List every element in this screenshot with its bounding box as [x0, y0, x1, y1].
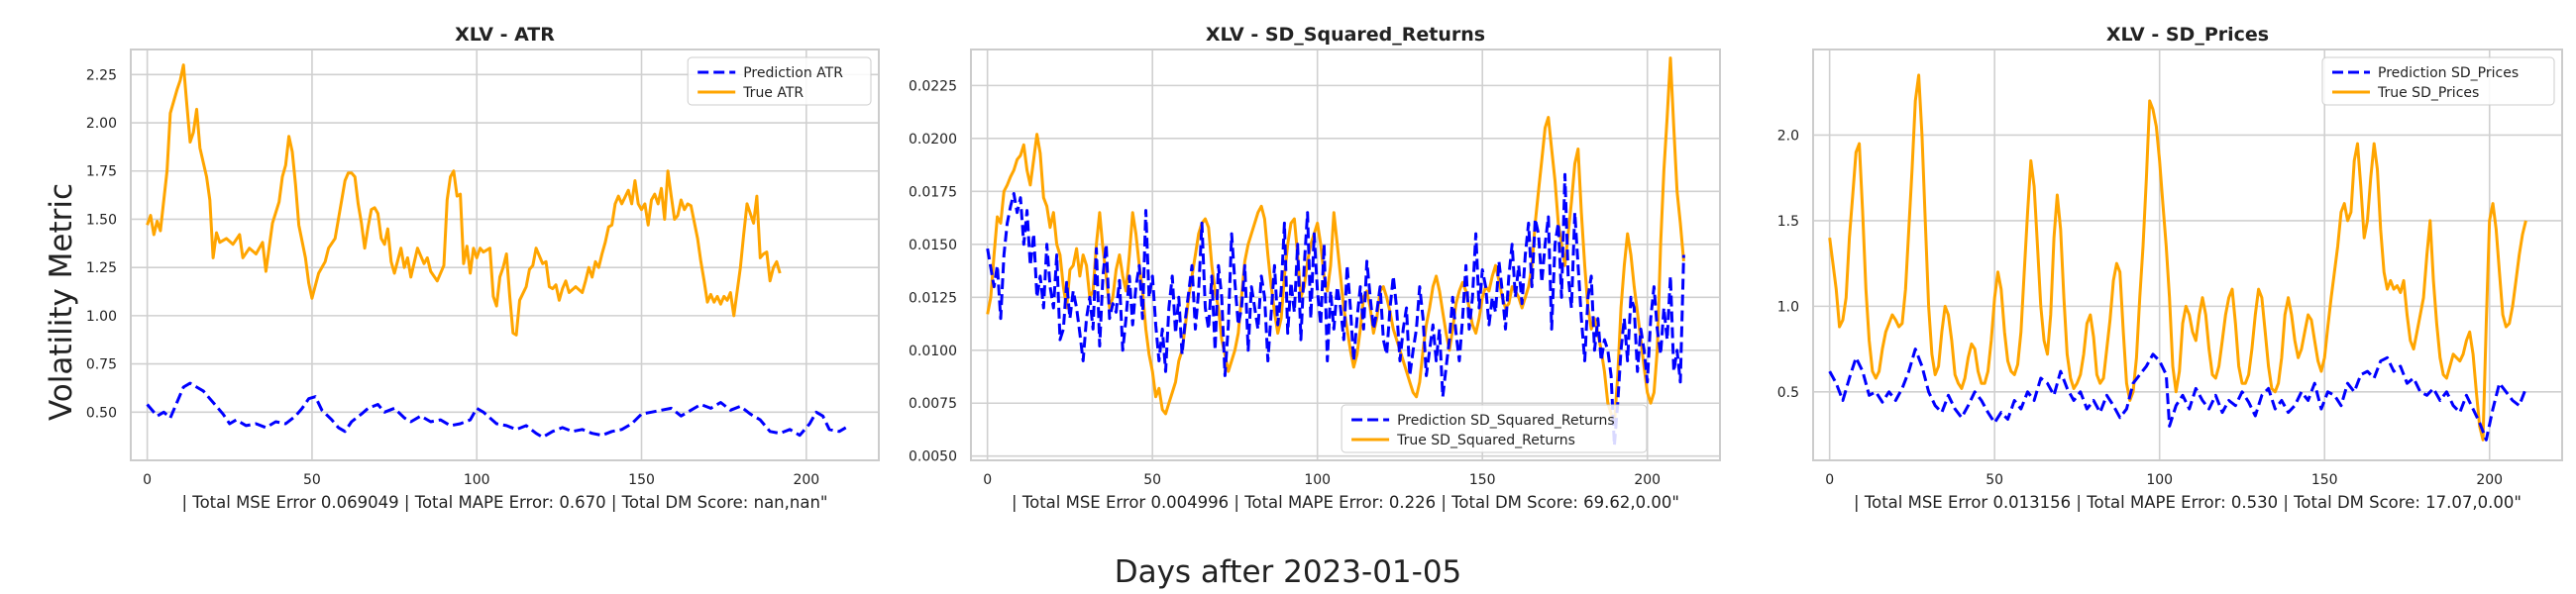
x-tick-label: 150 — [1469, 472, 1496, 488]
y-tick-label: 0.0100 — [909, 344, 957, 359]
stats-label: | Total MSE Error 0.069049 | Total MAPE … — [181, 493, 827, 512]
chart-panel-3: 0.5 1.0 1.5 2.0 0 50 100 150 200 XLV - SD_Prices |… — [1777, 24, 2563, 512]
prediction-line — [146, 381, 847, 440]
y-tick-label: 0.75 — [86, 357, 117, 373]
y-tick-label: 0.50 — [86, 405, 117, 421]
plot-frame — [130, 49, 880, 461]
chart-panel-1: 0.50 0.75 1.00 1.25 1.50 1.75 2.00 2.25 0 50 100 15… — [86, 24, 880, 512]
legend-label: True SD_Squared_Returns — [1396, 433, 1575, 448]
x-tick-label: 200 — [2476, 472, 2503, 488]
prediction-line — [986, 172, 1685, 447]
x-tick-label: 150 — [2311, 472, 2338, 488]
legend: Prediction SD_Prices True SD_Prices — [2321, 56, 2555, 106]
y-tick-label: 0.0075 — [909, 396, 957, 412]
y-tick-label: 1.5 — [1777, 214, 1799, 230]
legend: Prediction SD_Squared_Returns True SD_Squ… — [1341, 404, 1648, 453]
x-tick-label: 0 — [983, 472, 992, 488]
legend-label: Prediction ATR — [743, 65, 843, 81]
y-tick-label: 0.0050 — [909, 449, 957, 465]
legend-label: Prediction SD_Squared_Returns — [1397, 413, 1615, 429]
y-tick-label: 1.00 — [86, 309, 117, 325]
legend-label: Prediction SD_Prices — [2378, 65, 2519, 81]
x-tick-label: 50 — [1143, 472, 1161, 488]
y-tick-label: 2.25 — [86, 67, 117, 83]
y-tick-label: 2.00 — [86, 116, 117, 132]
x-tick-label: 50 — [303, 472, 321, 488]
x-tick-label: 50 — [1986, 472, 2003, 488]
chart-panel-2: 0.0050 0.0075 0.0100 0.0125 0.0150 0.0175 0.02… — [909, 24, 1721, 512]
legend-label: True SD_Prices — [2377, 85, 2479, 101]
true-line — [146, 63, 782, 337]
x-tick-label: 100 — [2146, 472, 2173, 488]
y-tick-label: 0.0125 — [909, 290, 957, 306]
y-tick-label: 0.5 — [1777, 385, 1799, 401]
x-tick-label: 100 — [1304, 472, 1331, 488]
y-tick-label: 1.50 — [86, 212, 117, 228]
y-tick-label: 2.0 — [1777, 128, 1799, 144]
stats-label: | Total MSE Error 0.013156 | Total MAPE … — [1854, 493, 2522, 512]
chart-title: XLV - SD_Squared_Returns — [1206, 24, 1485, 46]
figure-xlabel: Days after 2023-01-05 — [1115, 554, 1462, 590]
y-tick-label: 0.0150 — [909, 238, 957, 253]
prediction-line — [1828, 347, 2527, 442]
y-tick-label: 1.0 — [1777, 299, 1799, 315]
legend-box — [1341, 404, 1648, 453]
x-tick-label: 150 — [628, 472, 655, 488]
legend: Prediction ATR True ATR — [687, 56, 872, 106]
x-tick-label: 100 — [464, 472, 490, 488]
x-tick-label: 200 — [1634, 472, 1661, 488]
x-tick-label: 0 — [143, 472, 152, 488]
y-tick-label: 0.0200 — [909, 132, 957, 148]
y-tick-label: 0.0225 — [909, 78, 957, 94]
legend-box — [2321, 56, 2555, 106]
legend-label: True ATR — [742, 85, 804, 101]
x-tick-label: 0 — [1825, 472, 1834, 488]
plot-frame — [1812, 49, 2563, 461]
chart-title: XLV - SD_Prices — [2106, 24, 2269, 46]
x-tick-label: 200 — [793, 472, 819, 488]
stats-label: | Total MSE Error 0.004996 | Total MAPE … — [1012, 493, 1679, 512]
figure-ylabel: Volatility Metric — [44, 183, 79, 421]
y-tick-label: 1.75 — [86, 164, 117, 180]
plot-frame — [970, 49, 1721, 461]
y-tick-label: 0.0175 — [909, 184, 957, 200]
chart-title: XLV - ATR — [455, 24, 555, 46]
true-line — [1828, 73, 2527, 442]
y-tick-label: 1.25 — [86, 260, 117, 276]
